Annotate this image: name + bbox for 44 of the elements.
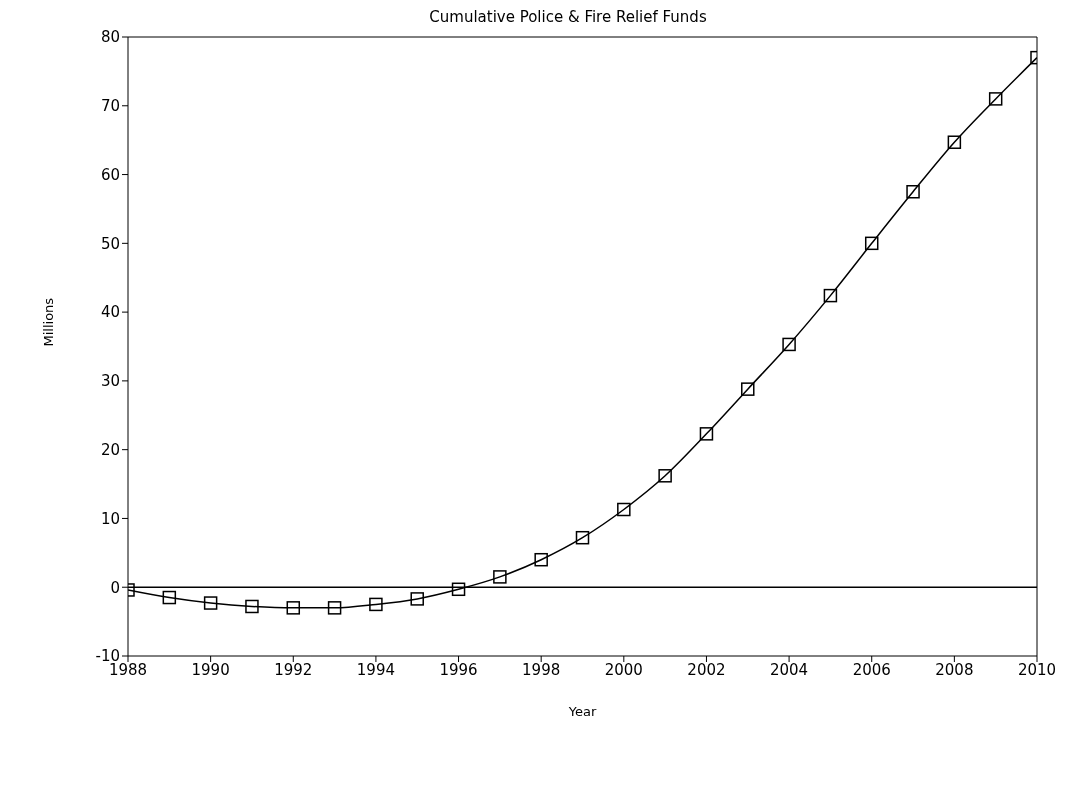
x-tick-label: 2008 [935,660,974,679]
y-tick-label: 50 [100,234,120,253]
point [575,530,590,545]
x-axis-title: Year [567,704,597,719]
x-tick-label: 2004 [770,660,809,679]
point [988,92,1003,106]
y-tick-label: 80 [100,28,120,47]
x-tick-label: 2002 [687,660,726,679]
x-tick-label: 1994 [356,660,395,679]
x-tick-label: 2006 [852,660,891,679]
x-tick-label: 1998 [522,660,561,679]
y-tick-label: 10 [100,509,120,528]
point [493,570,507,584]
point [410,592,424,606]
point [245,599,259,614]
x-tick-label: 2010 [1017,660,1057,679]
point [451,582,466,597]
point [658,469,672,483]
x-tick-label: 1990 [191,660,230,679]
point [369,597,383,612]
point [327,601,342,615]
x-tick-label: 1992 [274,660,313,679]
chart-title: Cumulative Police & Fire Relief Funds [428,8,708,26]
y-tick-label: 20 [100,440,120,459]
y-tick-label: 0 [110,578,120,597]
point [947,135,962,149]
x-tick-label: 2000 [604,660,643,679]
point [617,502,631,517]
point [286,601,301,615]
y-tick-label: 70 [100,97,120,116]
point [203,596,218,610]
point [162,590,177,605]
point [906,185,920,199]
y-tick-label: 30 [100,372,120,391]
point [864,236,879,251]
x-tick-label: 1996 [439,660,478,679]
y-axis-title: Millions [40,297,56,347]
y-tick-label: 40 [100,303,120,322]
point [741,382,755,396]
y-tick-label: 60 [100,165,120,184]
point [823,288,838,303]
point [699,427,714,441]
point [782,337,796,352]
point [534,552,548,567]
